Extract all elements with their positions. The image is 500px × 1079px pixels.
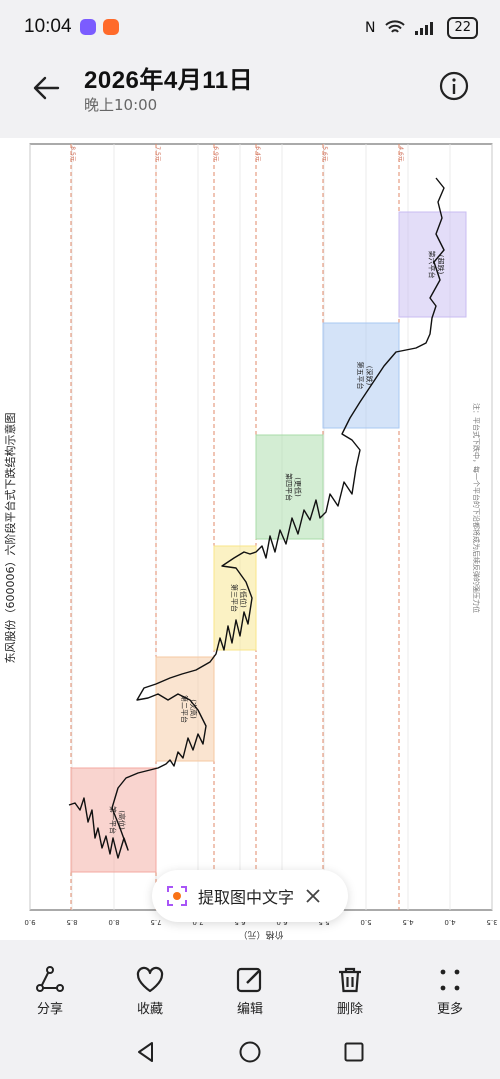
platform-sublabel: (高位) — [118, 810, 127, 830]
chart-note: 注：平台式下跌中，每一个平台的下沿都将成为后续反弹的强压力位 — [472, 403, 481, 613]
back-arrow-icon[interactable] — [28, 70, 64, 106]
price-line — [68, 177, 445, 859]
x-tick-label: 8.0 — [108, 918, 119, 926]
extract-text-label: 提取图中文字 — [198, 888, 295, 907]
edit-button[interactable]: 编辑 — [200, 950, 300, 1030]
favorite-label: 收藏 — [136, 1002, 163, 1017]
reference-line-label: 4.6元 — [397, 146, 404, 162]
scan-text-icon — [167, 886, 187, 906]
platform-sublabel: (深跌) — [365, 366, 374, 386]
nav-home-icon[interactable] — [238, 1040, 262, 1064]
more-button[interactable]: 更多 — [400, 950, 500, 1030]
platform-sublabel: (更低) — [294, 477, 303, 497]
x-tick-label: 4.0 — [444, 918, 455, 926]
platform-label: 第五平台 — [356, 362, 365, 390]
trash-icon — [339, 967, 361, 993]
delete-button[interactable]: 删除 — [300, 950, 400, 1030]
x-tick-label: 5.0 — [360, 918, 371, 926]
reference-line-label: 6.9元 — [212, 146, 219, 162]
bottom-toolbar: 分享 收藏 编辑 删除 更多 — [0, 950, 500, 1030]
platform-label: 第四平台 — [285, 473, 294, 501]
platform-sublabel: (超跌) — [437, 255, 446, 275]
extract-text-pill[interactable]: 提取图中文字 — [152, 870, 348, 922]
wifi-icon — [385, 20, 406, 33]
page-title: 2026年4月11日 — [84, 67, 254, 94]
edit-label: 编辑 — [236, 1002, 263, 1017]
app-notification-icon — [103, 19, 119, 35]
page-subtitle: 晚上10:00 — [84, 96, 158, 114]
signal-icon — [415, 22, 434, 35]
x-tick-label: 3.5 — [486, 918, 497, 926]
chart-title: 东风股份（600006）六阶段平台式下跌结构示意图 — [3, 413, 17, 664]
nfc-icon: N — [364, 20, 376, 36]
share-button[interactable]: 分享 — [0, 950, 100, 1030]
heart-icon — [136, 966, 164, 993]
share-label: 分享 — [36, 1002, 63, 1017]
favorite-button[interactable]: 收藏 — [100, 950, 200, 1030]
x-tick-label: 7.0 — [192, 918, 203, 926]
platform-box — [398, 211, 467, 318]
platform-label: 第六平台 — [428, 251, 437, 279]
nav-back-icon[interactable] — [134, 1040, 158, 1064]
reference-line-label: 5.6元 — [321, 146, 328, 162]
system-nav-bar — [0, 1030, 500, 1079]
x-tick-label: 5.5 — [318, 918, 329, 926]
x-axis-label: 价格（元） — [238, 929, 283, 940]
platform-box — [213, 545, 257, 651]
app-notification-icon — [80, 19, 96, 35]
header: 2026年4月11日 晚上10:00 — [0, 56, 500, 138]
platform-sublabel: (低位) — [239, 588, 248, 608]
platform-label: 第一平台 — [109, 806, 118, 834]
x-tick-label: 6.5 — [234, 918, 245, 926]
more-icon — [440, 969, 460, 991]
platform-label: 第二平台 — [180, 695, 189, 723]
status-bar: 10:04 N 22 — [0, 0, 500, 56]
x-tick-label: 8.5 — [66, 918, 77, 926]
nav-recents-icon[interactable] — [342, 1040, 366, 1064]
platform-box — [155, 656, 215, 762]
reference-line-label: 8.5元 — [69, 146, 76, 162]
x-tick-label: 4.5 — [402, 918, 413, 926]
reference-line-label: 7.5元 — [154, 146, 161, 162]
image-viewer[interactable]: 9.0 8.5 8.0 7.5 7.0 6.5 6.0 5.5 5.0 4.5 4.0 3.5 价格（元… — [0, 138, 500, 941]
reference-line-label: 6.4元 — [254, 146, 261, 162]
battery-indicator: 22 — [447, 17, 478, 39]
share-icon — [36, 966, 64, 992]
platform-sublabel: (次高) — [189, 699, 198, 719]
status-time: 10:04 — [24, 16, 72, 37]
x-tick-label: 6.0 — [276, 918, 287, 926]
info-icon[interactable] — [438, 70, 470, 102]
close-icon[interactable] — [304, 887, 322, 905]
platform-box — [322, 322, 400, 429]
more-label: 更多 — [436, 1002, 463, 1017]
x-tick-label: 7.5 — [150, 918, 161, 926]
delete-label: 删除 — [336, 1002, 363, 1017]
edit-icon — [236, 967, 262, 993]
platform-box — [70, 767, 157, 873]
x-tick-label: 9.0 — [24, 918, 35, 926]
chart: 9.0 8.5 8.0 7.5 7.0 6.5 6.0 5.5 5.0 4.5 4.0 3.5 价格（元… — [3, 143, 498, 941]
platform-box — [255, 434, 324, 540]
platform-label: 第三平台 — [230, 584, 239, 612]
